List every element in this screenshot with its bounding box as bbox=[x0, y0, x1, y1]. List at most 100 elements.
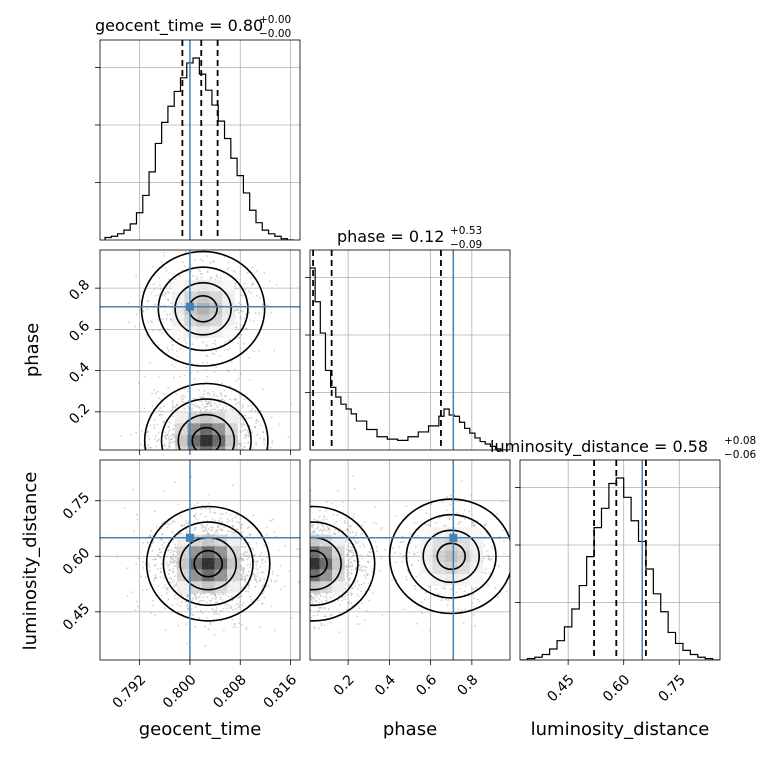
sample-point bbox=[199, 450, 201, 452]
sample-point bbox=[176, 603, 179, 606]
sample-point bbox=[186, 521, 188, 524]
sample-point bbox=[176, 456, 178, 458]
sample-point bbox=[159, 571, 162, 573]
sample-point bbox=[279, 566, 281, 568]
sample-point bbox=[134, 609, 137, 611]
sample-point bbox=[198, 456, 200, 458]
sample-point bbox=[240, 545, 243, 548]
sample-point bbox=[219, 513, 222, 515]
sample-point bbox=[313, 529, 316, 531]
sample-point bbox=[277, 560, 279, 562]
sample-point bbox=[259, 626, 261, 629]
sample-point bbox=[166, 588, 168, 591]
sample-point bbox=[304, 529, 306, 531]
sample-point bbox=[152, 541, 154, 543]
sample-point bbox=[282, 557, 284, 559]
sample-point bbox=[209, 623, 212, 626]
sample-point bbox=[199, 513, 202, 515]
frame-luminosity-distance-vs-geocent-time bbox=[99, 459, 301, 661]
sample-point bbox=[163, 453, 165, 455]
sample-point bbox=[155, 445, 158, 448]
sample-point bbox=[163, 461, 165, 463]
sample-point bbox=[171, 402, 174, 404]
sample-point bbox=[328, 531, 331, 534]
sample-point bbox=[325, 530, 328, 532]
sample-point bbox=[235, 304, 238, 307]
quantile-lines-geocent-time bbox=[181, 40, 219, 240]
sample-point bbox=[266, 517, 268, 519]
sample-point bbox=[216, 526, 219, 529]
sample-point bbox=[327, 607, 330, 610]
sample-point bbox=[242, 570, 245, 572]
sample-point bbox=[267, 559, 269, 561]
sample-point bbox=[180, 492, 182, 494]
sample-point bbox=[317, 610, 319, 613]
sample-point bbox=[303, 573, 305, 575]
sample-point bbox=[226, 530, 229, 532]
sample-point bbox=[347, 571, 350, 574]
sample-point bbox=[135, 313, 138, 315]
sample-point bbox=[172, 561, 175, 564]
sample-point bbox=[275, 566, 277, 568]
sample-point bbox=[303, 565, 305, 567]
sample-point bbox=[238, 443, 241, 446]
sample-point bbox=[253, 554, 256, 557]
sample-point bbox=[312, 523, 315, 526]
sample-point bbox=[158, 551, 161, 554]
sample-point bbox=[284, 457, 286, 459]
sample-point bbox=[264, 560, 267, 563]
sample-point bbox=[287, 436, 290, 439]
contour-level-1 bbox=[140, 250, 266, 367]
sample-point bbox=[278, 557, 280, 559]
sample-point bbox=[158, 293, 160, 296]
sample-point bbox=[285, 515, 287, 517]
sample-point bbox=[247, 458, 249, 460]
sample-point bbox=[209, 511, 212, 513]
sample-point bbox=[249, 564, 252, 567]
sample-point bbox=[195, 457, 197, 459]
sample-point bbox=[217, 454, 219, 456]
sample-point bbox=[207, 403, 210, 405]
sample-point bbox=[263, 438, 265, 441]
sample-point bbox=[168, 441, 170, 444]
sample-point bbox=[137, 382, 140, 384]
sample-point bbox=[231, 595, 233, 598]
sample-point bbox=[171, 556, 173, 559]
sample-point bbox=[240, 309, 242, 312]
sample-point bbox=[154, 558, 157, 561]
sample-point bbox=[238, 488, 240, 490]
sample-point bbox=[284, 545, 286, 547]
sample-point bbox=[317, 606, 320, 609]
sample-point bbox=[246, 548, 248, 550]
sample-point bbox=[241, 333, 243, 336]
sample-point bbox=[258, 561, 260, 563]
sample-point bbox=[248, 290, 250, 293]
sample-point bbox=[201, 453, 203, 455]
sample-point bbox=[230, 607, 233, 609]
sample-point bbox=[307, 572, 309, 574]
sample-point bbox=[303, 562, 305, 564]
sample-point bbox=[221, 409, 224, 412]
sample-point bbox=[220, 453, 222, 455]
sample-point bbox=[394, 561, 397, 563]
sample-point bbox=[276, 577, 278, 579]
sample-point bbox=[171, 344, 174, 347]
sample-point bbox=[314, 594, 317, 597]
sample-point bbox=[325, 595, 327, 598]
sample-point bbox=[278, 595, 280, 597]
sample-point bbox=[150, 446, 152, 449]
density-cell bbox=[227, 581, 240, 594]
sample-point bbox=[206, 405, 209, 408]
sample-point bbox=[286, 600, 288, 602]
sample-point bbox=[222, 454, 224, 456]
sample-point bbox=[185, 467, 187, 469]
sample-point bbox=[365, 609, 368, 612]
sample-point bbox=[235, 398, 238, 401]
sample-point bbox=[174, 560, 177, 562]
sample-point bbox=[239, 557, 242, 560]
sample-point bbox=[350, 572, 353, 575]
sample-point bbox=[295, 598, 297, 600]
sample-point bbox=[175, 584, 178, 587]
sample-point bbox=[305, 548, 307, 550]
sample-point bbox=[241, 531, 243, 534]
